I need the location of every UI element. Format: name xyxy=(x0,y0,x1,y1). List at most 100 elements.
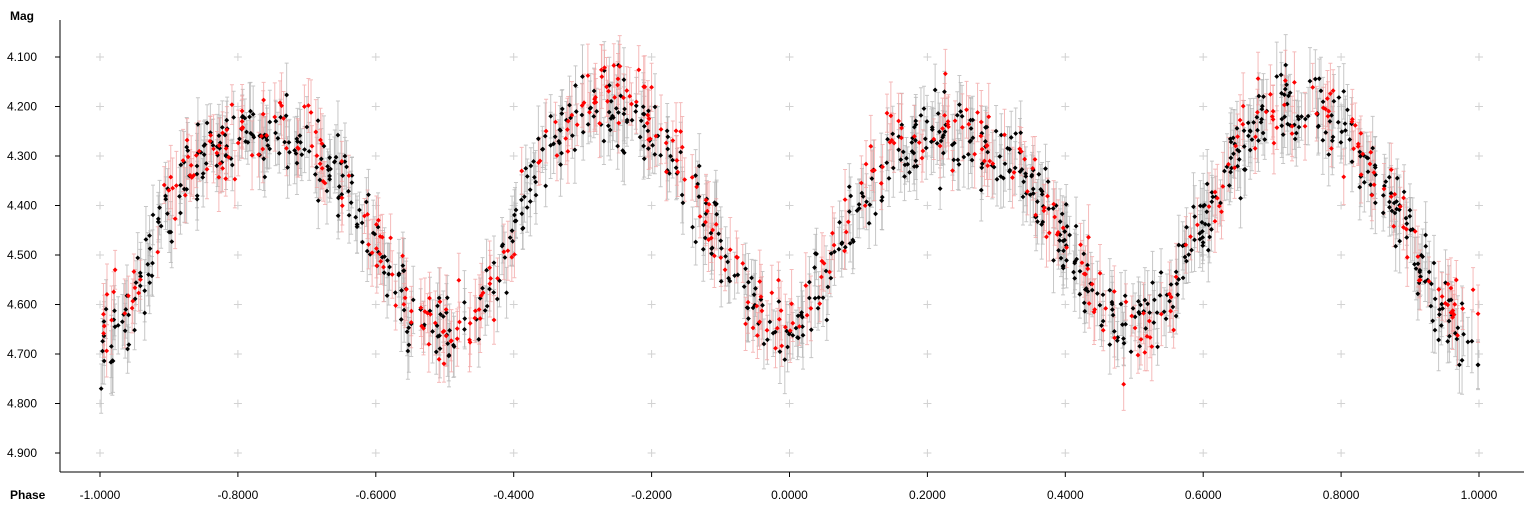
grid-plus xyxy=(647,350,656,358)
data-point-red xyxy=(711,253,717,259)
grid-plus xyxy=(96,300,104,309)
data-point-red xyxy=(260,111,266,117)
data-point-black xyxy=(1077,268,1083,274)
data-point-black xyxy=(294,160,300,166)
data-point-red xyxy=(457,319,462,325)
data-point-red xyxy=(1018,149,1024,154)
data-point-black xyxy=(1145,301,1151,307)
data-point-red xyxy=(858,180,864,186)
data-point-red xyxy=(1041,208,1047,214)
grid-plus xyxy=(233,350,242,358)
data-point-black xyxy=(302,147,307,152)
data-point-red xyxy=(617,63,623,69)
data-point-black xyxy=(1329,113,1335,118)
data-point-black xyxy=(1459,357,1465,363)
data-point-red xyxy=(1064,245,1069,251)
data-point-black xyxy=(1372,200,1378,206)
data-point-black xyxy=(839,241,845,247)
data-point-black xyxy=(1077,291,1083,297)
data-point-red xyxy=(670,138,676,143)
data-point-black xyxy=(850,237,856,243)
data-point-black xyxy=(1428,303,1434,309)
data-point-black xyxy=(1218,200,1223,206)
data-point-black xyxy=(1123,321,1128,327)
data-point-red xyxy=(166,187,172,193)
data-point-black xyxy=(859,190,865,196)
data-point-black xyxy=(484,303,490,309)
data-point-black xyxy=(348,200,354,206)
data-point-red xyxy=(418,305,424,311)
data-point-black xyxy=(866,220,872,226)
data-point-black xyxy=(1342,121,1348,127)
data-point-black xyxy=(884,160,890,166)
data-point-black xyxy=(1329,138,1335,144)
data-point-red xyxy=(845,219,851,225)
data-point-red xyxy=(320,178,326,184)
grid-plus xyxy=(1475,350,1483,358)
data-point-red xyxy=(1041,205,1047,211)
data-point-black xyxy=(1173,269,1179,275)
data-point-black xyxy=(1408,227,1414,233)
data-point-red xyxy=(708,235,714,241)
data-point-black xyxy=(718,278,724,284)
data-point-red xyxy=(1226,161,1231,167)
data-point-red xyxy=(1147,335,1153,340)
data-point-black xyxy=(1235,147,1240,153)
data-point-black xyxy=(746,279,751,285)
data-point-red xyxy=(1220,184,1226,189)
data-point-black xyxy=(934,140,940,146)
data-point-black xyxy=(324,188,330,194)
data-point-black xyxy=(261,156,267,162)
data-point-red xyxy=(138,277,143,283)
data-point-red xyxy=(1252,146,1258,151)
data-point-red xyxy=(1330,88,1336,94)
data-point-red xyxy=(374,246,379,251)
data-point-black xyxy=(782,357,788,363)
data-point-red xyxy=(1349,116,1355,122)
data-point-red xyxy=(1439,294,1445,299)
data-point-red xyxy=(1448,285,1454,291)
data-point-red xyxy=(959,124,965,130)
data-point-black xyxy=(1299,114,1304,119)
data-point-black xyxy=(528,163,534,169)
data-point-black xyxy=(777,349,783,355)
data-point-black xyxy=(185,148,191,154)
data-point-red xyxy=(487,281,493,287)
data-point-red xyxy=(1081,271,1087,277)
data-point-black xyxy=(1440,306,1446,311)
data-point-black xyxy=(979,165,985,171)
data-point-black xyxy=(502,255,508,260)
data-point-black xyxy=(214,144,220,149)
data-point-black xyxy=(437,333,442,339)
data-point-red xyxy=(931,136,937,142)
data-point-red xyxy=(554,153,560,158)
data-point-black xyxy=(214,163,220,169)
grid-plus xyxy=(233,300,242,309)
data-point-black xyxy=(696,194,702,200)
grid-plus xyxy=(509,399,518,408)
data-point-red xyxy=(322,180,328,186)
data-point-red xyxy=(647,136,653,142)
data-point-red xyxy=(1310,85,1316,90)
data-point-red xyxy=(339,203,345,209)
data-point-red xyxy=(1314,111,1320,117)
data-point-red xyxy=(1078,242,1083,248)
data-point-black xyxy=(1345,107,1350,113)
data-point-black xyxy=(645,128,651,134)
data-point-black xyxy=(601,68,607,73)
grid-plus xyxy=(509,449,518,457)
data-point-red xyxy=(295,145,300,151)
data-point-red xyxy=(612,94,618,100)
data-point-black xyxy=(359,220,365,226)
data-point-black xyxy=(237,136,242,142)
data-point-red xyxy=(1445,281,1451,287)
data-point-red xyxy=(1052,214,1058,220)
data-point-black xyxy=(941,132,946,138)
data-point-black xyxy=(970,135,976,141)
data-point-red xyxy=(318,137,323,143)
data-point-red xyxy=(1341,174,1347,180)
data-point-red xyxy=(112,267,118,273)
data-point-red xyxy=(536,160,541,166)
grid-plus xyxy=(1475,399,1483,408)
data-point-black xyxy=(476,336,482,342)
